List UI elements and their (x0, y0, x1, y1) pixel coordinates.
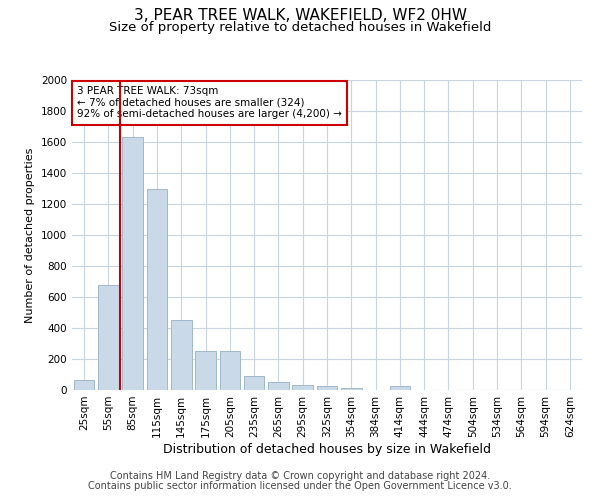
Bar (317, 386, 337, 390)
Text: Distribution of detached houses by size in Wakefield: Distribution of detached houses by size … (163, 442, 491, 456)
Y-axis label: Number of detached properties: Number of detached properties (25, 148, 35, 322)
Bar (74, 380, 94, 390)
Bar (244, 376, 265, 390)
Bar (98, 284, 119, 390)
Text: 3, PEAR TREE WALK, WAKEFIELD, WF2 0HW: 3, PEAR TREE WALK, WAKEFIELD, WF2 0HW (133, 8, 467, 22)
Bar (171, 320, 191, 390)
Bar (220, 351, 240, 390)
Bar (292, 384, 313, 390)
Text: 3 PEAR TREE WALK: 73sqm
← 7% of detached houses are smaller (324)
92% of semi-de: 3 PEAR TREE WALK: 73sqm ← 7% of detached… (77, 86, 342, 120)
Bar (389, 386, 410, 390)
Bar (341, 388, 362, 390)
Text: Contains HM Land Registry data © Crown copyright and database right 2024.: Contains HM Land Registry data © Crown c… (110, 471, 490, 481)
Bar (122, 138, 143, 390)
Text: Size of property relative to detached houses in Wakefield: Size of property relative to detached ho… (109, 21, 491, 34)
Text: Contains public sector information licensed under the Open Government Licence v3: Contains public sector information licen… (88, 481, 512, 491)
Bar (195, 351, 216, 390)
Bar (146, 188, 167, 390)
Bar (268, 382, 289, 390)
